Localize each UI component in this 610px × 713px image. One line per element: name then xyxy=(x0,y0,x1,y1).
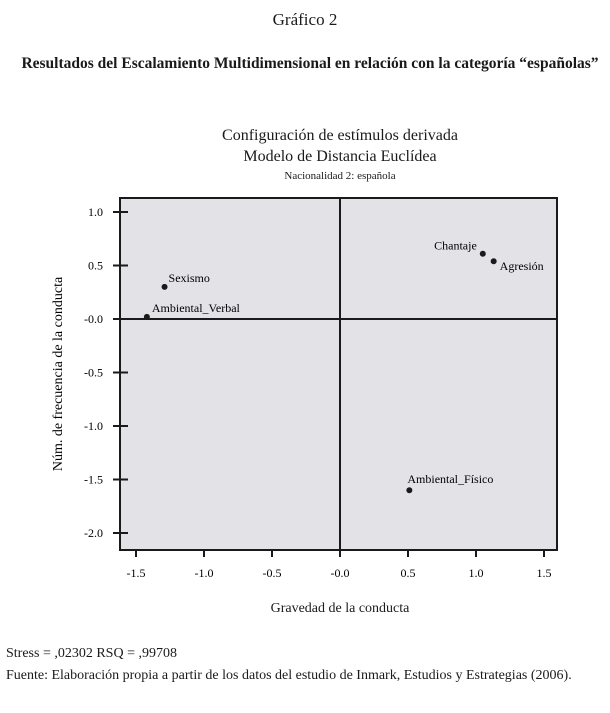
chart-subtitle: Modelo de Distancia Euclídea xyxy=(243,148,437,165)
x-axis-label: Gravedad de la conducta xyxy=(270,601,410,616)
data-point xyxy=(143,313,150,320)
plot-area xyxy=(119,197,558,551)
x-tick-label: 1.5 xyxy=(537,566,552,580)
x-tick-label: -0.5 xyxy=(263,566,282,580)
y-tick-label: -1.5 xyxy=(84,473,103,487)
y-tick-label: -0.0 xyxy=(84,312,103,326)
x-tick-label: 0.5 xyxy=(401,566,416,580)
chart-title: Configuración de estímulos derivada xyxy=(222,127,458,144)
y-tick-label: -1.0 xyxy=(84,419,103,433)
y-tick-label: -0.5 xyxy=(84,366,103,380)
data-point xyxy=(161,283,168,290)
data-point xyxy=(490,258,497,265)
point-label: Agresión xyxy=(500,259,544,273)
figure-label: Gráfico 2 xyxy=(272,10,338,29)
y-tick-label: -2.0 xyxy=(84,526,103,540)
point-label: Ambiental_Físico xyxy=(407,472,493,486)
chart-subtitle-2: Nacionalidad 2: española xyxy=(284,170,396,182)
y-tick-label: 0.5 xyxy=(88,259,103,273)
x-tick-label: 1.0 xyxy=(469,566,484,580)
data-point xyxy=(406,487,413,494)
y-tick-label: 1.0 xyxy=(88,205,103,219)
x-tick-label: -1.5 xyxy=(127,566,146,580)
point-label: Sexismo xyxy=(169,271,210,285)
point-label: Chantaje xyxy=(434,239,477,253)
stress-text: Stress = ,02302 RSQ = ,99708 xyxy=(6,646,177,661)
data-point xyxy=(479,250,486,257)
source-text: Fuente: Elaboración propia a partir de l… xyxy=(6,668,572,683)
x-tick-label: -1.0 xyxy=(195,566,214,580)
point-label: Ambiental_Verbal xyxy=(152,301,241,315)
x-tick-label: -0.0 xyxy=(331,566,350,580)
figure-title: Resultados del Escalamiento Multidimensi… xyxy=(21,55,599,72)
y-axis-label: Núm. de frecuencia de la conducta xyxy=(51,276,66,471)
